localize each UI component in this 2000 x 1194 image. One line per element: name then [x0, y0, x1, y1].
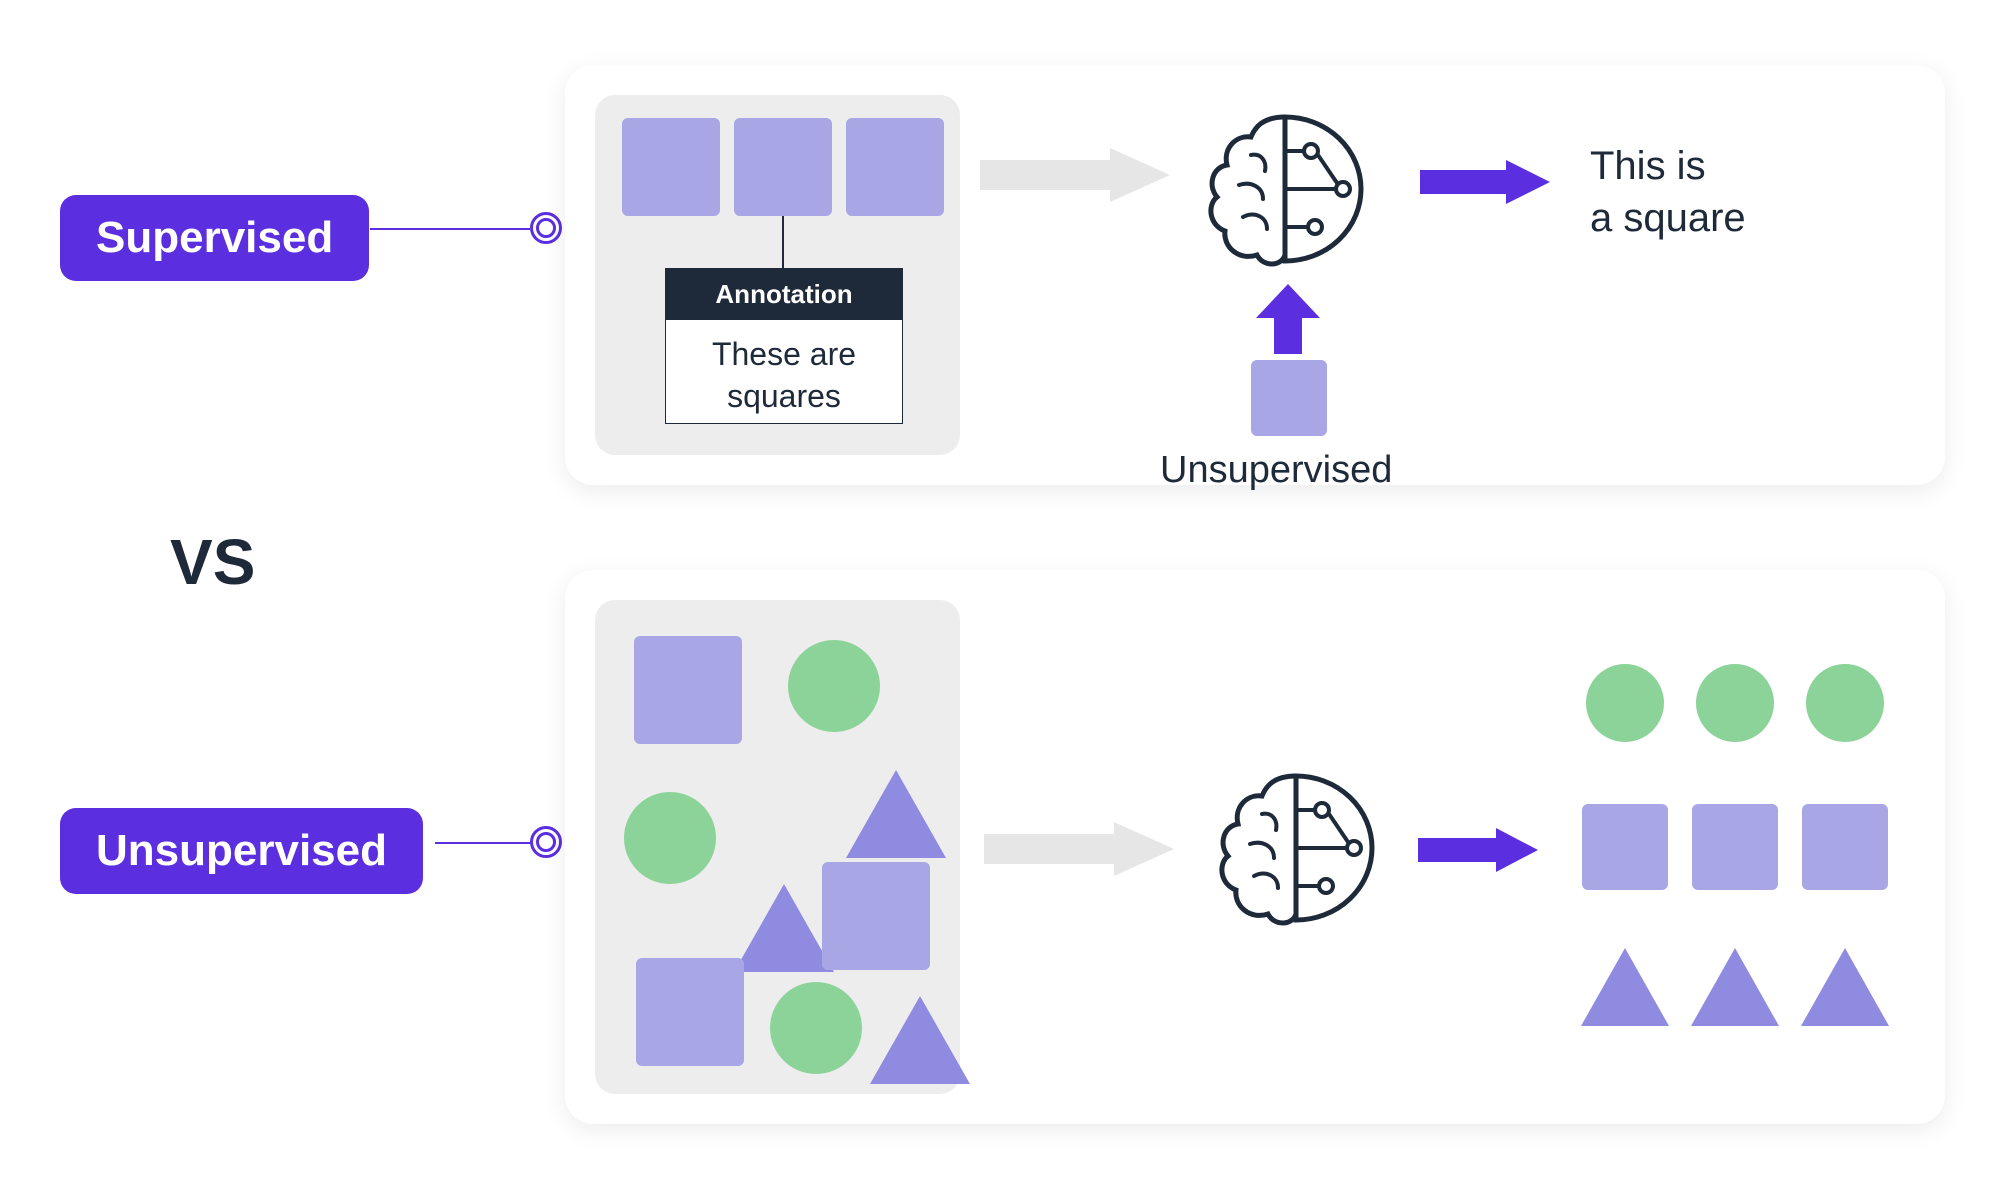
gray-arrow-icon	[980, 148, 1170, 207]
purple-right-arrow-icon	[1420, 160, 1550, 209]
annotation-box: Annotation These are squares	[665, 268, 903, 424]
supervised-label-text: Supervised	[96, 213, 333, 262]
purple-right-arrow-icon	[1418, 828, 1538, 877]
cluster-triangle	[1581, 948, 1669, 1026]
brain-icon	[1196, 764, 1396, 939]
cluster-circle	[1806, 664, 1884, 742]
input-shape-circle	[770, 982, 862, 1074]
input-shape-circle	[788, 640, 880, 732]
cluster-square	[1582, 804, 1668, 890]
training-square	[846, 118, 944, 216]
supervised-label-pill: Supervised	[60, 195, 369, 281]
cluster-circle	[1586, 664, 1664, 742]
purple-up-arrow-icon	[1256, 284, 1320, 359]
unsupervised-input-box	[595, 600, 960, 1094]
unsupervised-panel	[565, 570, 1945, 1124]
unsupervised-connector-ring	[530, 826, 562, 858]
training-square	[734, 118, 832, 216]
cluster-triangle	[1691, 948, 1779, 1026]
unsupervised-label-text: Unsupervised	[96, 826, 387, 875]
training-square	[622, 118, 720, 216]
annotation-body-text: These are squares	[666, 320, 902, 431]
input-shape-square	[634, 636, 742, 744]
unsupervised-connector-line	[435, 842, 533, 844]
input-shape-triangle	[846, 770, 946, 858]
cluster-triangle	[1801, 948, 1889, 1026]
input-shape-square	[636, 958, 744, 1066]
cluster-circle	[1696, 664, 1774, 742]
supervised-input-box: Annotation These are squares	[595, 95, 960, 455]
input-shape-square	[822, 862, 930, 970]
supervised-panel: Annotation These are squares Unsup	[565, 65, 1945, 485]
supervised-connector-line	[370, 228, 530, 230]
brain-icon	[1185, 105, 1385, 280]
unsupervised-label-pill: Unsupervised	[60, 808, 423, 894]
cluster-square	[1692, 804, 1778, 890]
input-shape-triangle	[870, 996, 970, 1084]
test-input-caption: Unsupervised	[1160, 446, 1392, 495]
vs-label: VS	[170, 525, 255, 599]
input-shape-circle	[624, 792, 716, 884]
supervised-connector-ring	[530, 212, 562, 244]
input-shape-triangle	[734, 884, 834, 972]
annotation-connector	[782, 216, 784, 268]
cluster-square	[1802, 804, 1888, 890]
supervised-result-text: This is a square	[1590, 140, 1746, 244]
gray-arrow-icon	[984, 822, 1174, 881]
annotation-header: Annotation	[666, 269, 902, 320]
test-input-square	[1251, 360, 1327, 436]
